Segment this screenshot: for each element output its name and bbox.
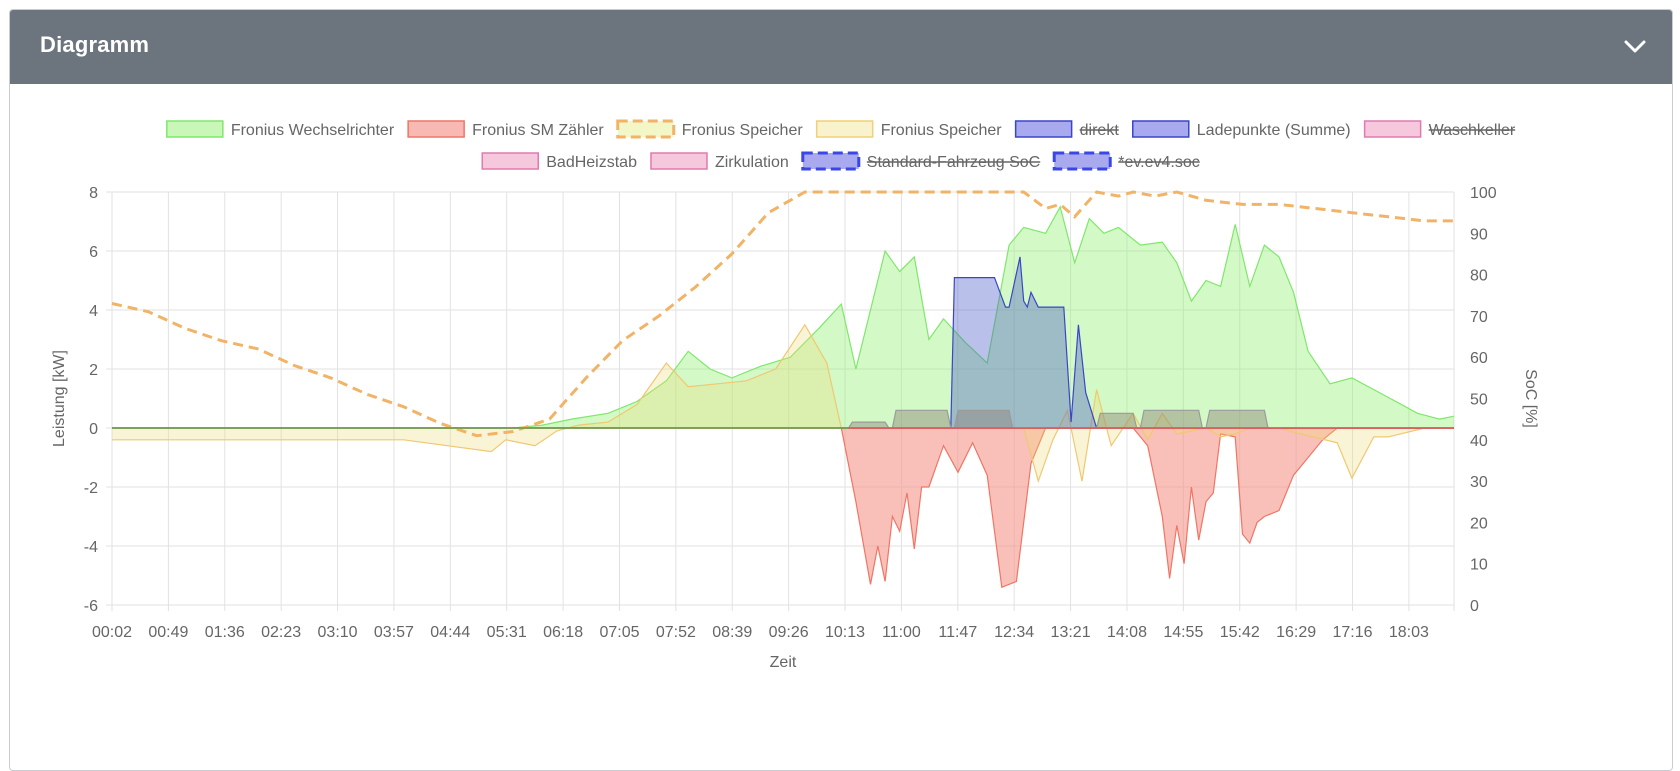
legend-item[interactable]: *ev.ev4.soc: [1052, 151, 1200, 171]
legend-item[interactable]: Fronius Speicher: [616, 119, 804, 139]
x-tick-label: 15:42: [1220, 624, 1260, 641]
x-tick-label: 03:57: [374, 624, 414, 641]
x-tick-label: 17:16: [1332, 624, 1372, 641]
y-right-tick-label: 30: [1470, 474, 1488, 491]
legend-label: Zirkulation: [715, 154, 789, 171]
x-tick-label: 10:13: [825, 624, 865, 641]
legend-label: BadHeizstab: [546, 154, 637, 171]
chart-series: [111, 190, 1455, 589]
x-tick-label: 05:31: [487, 624, 527, 641]
legend-item[interactable]: Fronius Speicher: [815, 120, 1003, 139]
x-tick-label: 04:44: [430, 624, 470, 641]
x-tick-label: 00:02: [92, 624, 132, 641]
x-tick-label: 14:08: [1107, 624, 1147, 641]
y-left-tick-label: 0: [89, 421, 98, 438]
legend-item[interactable]: BadHeizstab: [481, 152, 637, 171]
legend-label: Ladepunkte (Summe): [1197, 122, 1351, 139]
chevron-down-icon[interactable]: [1620, 34, 1650, 60]
legend-item[interactable]: Standard-Fahrzeug SoC: [801, 151, 1041, 171]
x-tick-label: 11:00: [882, 624, 921, 641]
series-area: [112, 428, 1454, 588]
legend-swatch: [616, 119, 676, 139]
y-right-tick-label: 10: [1470, 557, 1488, 574]
y-left-tick-label: -4: [84, 539, 98, 556]
legend-swatch: [166, 120, 224, 138]
y-right-axis-label: SoC [%]: [1522, 369, 1539, 428]
legend-item[interactable]: direkt: [1014, 120, 1120, 139]
diagram-card: Diagramm Fronius Wechselrichter Fronius S…: [9, 9, 1673, 771]
card-title: Diagramm: [40, 32, 150, 57]
legend-label: Fronius Speicher: [682, 122, 804, 139]
legend-item[interactable]: Ladepunkte (Summe): [1132, 120, 1351, 139]
legend-label: Fronius Speicher: [881, 122, 1003, 139]
y-left-tick-label: 6: [89, 244, 98, 261]
x-tick-label: 02:23: [261, 624, 301, 641]
legend-item[interactable]: Zirkulation: [650, 152, 789, 171]
x-tick-label: 00:49: [148, 624, 188, 641]
y-right-tick-label: 100: [1470, 185, 1497, 202]
y-right-tick-label: 70: [1470, 309, 1488, 326]
x-tick-label: 11:47: [938, 624, 977, 641]
y-right-tick-label: 0: [1470, 598, 1479, 615]
x-tick-label: 07:05: [599, 624, 639, 641]
series-line: [112, 205, 1455, 429]
y-right-tick-label: 40: [1470, 433, 1488, 450]
legend-item[interactable]: Fronius Wechselrichter: [166, 120, 395, 139]
x-tick-label: 07:52: [656, 624, 696, 641]
y-right-tick-label: 80: [1470, 268, 1488, 285]
x-axis-label: Zeit: [770, 654, 797, 671]
x-tick-label: 14:55: [1163, 624, 1203, 641]
x-tick-label: 01:36: [205, 624, 245, 641]
chart-legend: Fronius Wechselrichter Fronius SM Zähler F…: [166, 119, 1516, 171]
y-right-tick-label: 90: [1470, 226, 1488, 243]
legend-swatch: [481, 152, 539, 170]
legend-label: Fronius Wechselrichter: [231, 122, 395, 139]
legend-swatch: [1363, 120, 1422, 138]
legend-swatch: [650, 152, 708, 170]
x-tick-label: 13:21: [1051, 624, 1091, 641]
y-left-tick-label: 4: [89, 303, 98, 320]
y-left-tick-label: 2: [89, 362, 98, 379]
series-line: [112, 256, 1454, 429]
y-left-tick-label: 8: [89, 185, 98, 202]
card-header[interactable]: Diagramm: [10, 10, 1672, 84]
x-tick-label: 18:03: [1389, 624, 1429, 641]
y-left-axis-label: Leistung [kW]: [51, 350, 68, 447]
legend-label: Fronius SM Zähler: [472, 122, 604, 139]
legend-swatch: [1132, 120, 1190, 138]
energy-chart: Fronius Wechselrichter Fronius SM Zähler F…: [51, 119, 1539, 671]
legend-item[interactable]: Waschkeller: [1363, 120, 1516, 139]
legend-swatch: [1052, 151, 1112, 171]
y-left-tick-label: -6: [84, 598, 98, 615]
legend-swatch: [407, 120, 465, 138]
y-right-tick-label: 50: [1470, 392, 1488, 409]
series-area: [112, 206, 1454, 428]
x-tick-label: 08:39: [712, 624, 752, 641]
x-tick-label: 16:29: [1276, 624, 1316, 641]
series-line-soc: [111, 190, 1454, 438]
x-tick-label: 09:26: [769, 624, 809, 641]
series-area: [112, 324, 1454, 482]
legend-item[interactable]: Fronius SM Zähler: [407, 120, 604, 139]
x-tick-label: 03:10: [318, 624, 358, 641]
legend-swatch: [815, 120, 874, 138]
y-right-tick-label: 60: [1470, 350, 1488, 367]
x-tick-label: 12:34: [994, 624, 1034, 641]
x-tick-label: 06:18: [543, 624, 583, 641]
legend-swatch: [801, 151, 861, 171]
legend-swatch: [1014, 120, 1073, 138]
series-area: [848, 410, 1301, 428]
y-right-tick-label: 20: [1470, 515, 1488, 532]
y-left-tick-label: -2: [84, 480, 98, 497]
